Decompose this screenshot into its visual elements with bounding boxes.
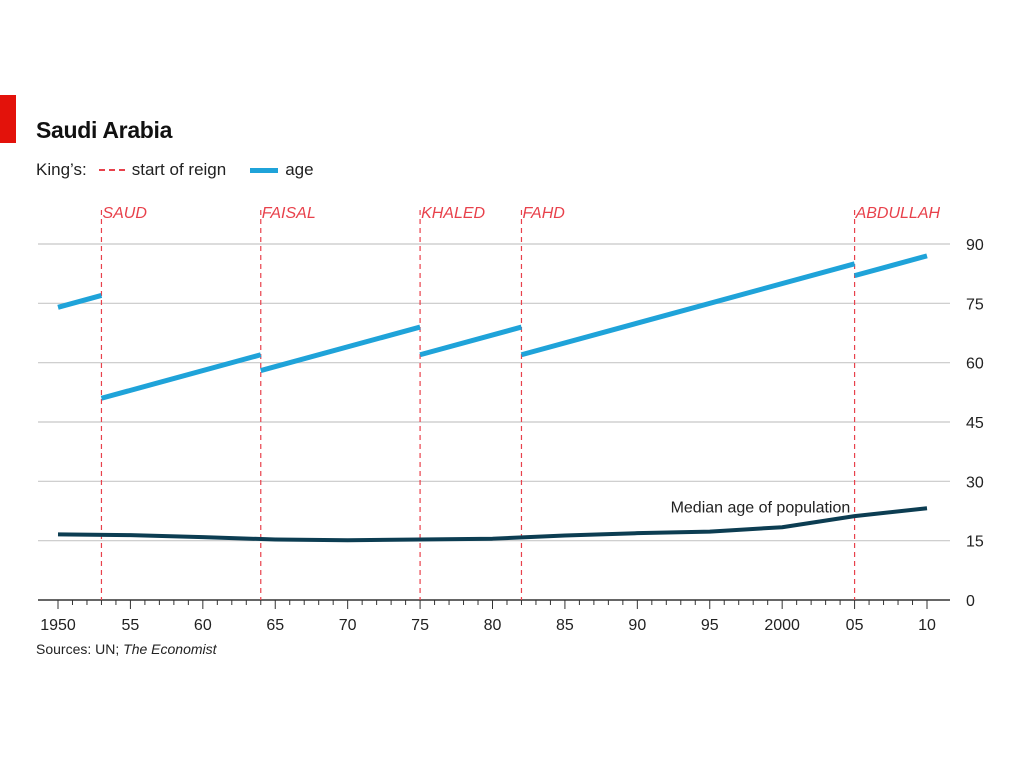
x-tick-label: 1950 <box>40 617 76 634</box>
king-age-segment <box>520 261 856 358</box>
source-note: Sources: UN; The Economist <box>36 641 217 657</box>
x-tick-label: 10 <box>918 617 936 634</box>
x-tick-label: 85 <box>556 617 574 634</box>
x-tick-label: 70 <box>339 617 357 634</box>
x-tick-label: 90 <box>628 617 646 634</box>
legend-age-label: age <box>285 160 314 179</box>
median-age-label: Median age of population <box>671 499 851 516</box>
x-axis <box>57 600 928 609</box>
source-publication: The Economist <box>123 641 217 657</box>
x-tick-label: 05 <box>846 617 864 634</box>
chart-labels: 0 15 30 45 60 75 90 1950 55 60 65 70 75 80 85 90 95 2000 0… <box>40 205 984 634</box>
reign-markers <box>100 210 856 600</box>
y-tick-label: 30 <box>966 474 984 491</box>
chart-plot: 0 15 30 45 60 75 90 1950 55 60 65 70 75 80 85 90 95 2000 0… <box>38 205 984 634</box>
legend-reign-label: start of reign <box>131 160 227 179</box>
y-tick-label: 75 <box>966 296 984 313</box>
legend: King’s: start of reign age <box>36 159 314 181</box>
y-tick-label: 15 <box>966 534 984 551</box>
king-age-segment <box>57 293 103 310</box>
y-tick-label: 60 <box>966 356 984 373</box>
y-tick-label: 45 <box>966 415 984 432</box>
y-tick-label: 0 <box>966 593 975 610</box>
legend-lead: King’s: <box>36 160 87 179</box>
chart-title: Saudi Arabia <box>36 117 173 143</box>
king-name-label: SAUD <box>102 205 147 222</box>
king-age-segment <box>853 253 928 279</box>
king-name-label: KHALED <box>421 205 485 222</box>
king-name-label: ABDULLAH <box>855 205 941 222</box>
king-name-label: FAISAL <box>262 205 316 222</box>
king-age-segment <box>260 324 421 373</box>
x-tick-label: 65 <box>266 617 284 634</box>
king-name-label: FAHD <box>522 205 565 222</box>
x-tick-label: 2000 <box>764 617 800 634</box>
legend-reign-swatch <box>98 169 125 171</box>
median-age-line <box>57 506 928 543</box>
x-tick-label: 75 <box>411 617 429 634</box>
median-age-series <box>57 506 928 543</box>
legend-age-swatch <box>250 167 279 173</box>
x-tick-label: 55 <box>122 617 140 634</box>
king-age-series <box>57 253 928 401</box>
x-tick-label: 95 <box>701 617 719 634</box>
source-prefix: Sources: UN; <box>36 641 124 657</box>
red-corner-tag <box>0 95 16 143</box>
x-tick-label: 80 <box>484 617 502 634</box>
king-age-segment <box>419 324 523 358</box>
y-tick-label: 90 <box>966 237 984 254</box>
gridlines <box>38 243 950 601</box>
king-age-segment <box>100 352 262 401</box>
x-tick-label: 60 <box>194 617 212 634</box>
